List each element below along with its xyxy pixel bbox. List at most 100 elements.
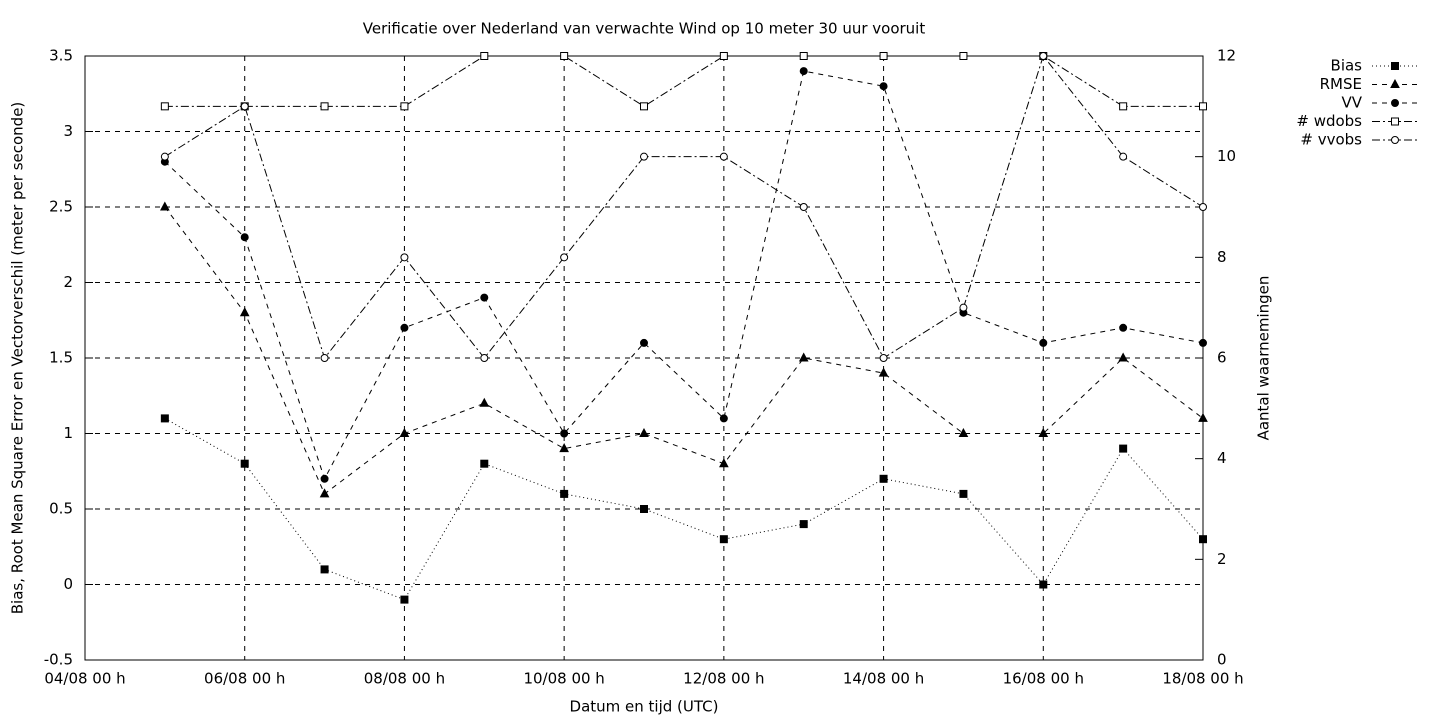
- marker: [879, 354, 888, 362]
- marker: [240, 459, 249, 468]
- marker: [799, 67, 808, 76]
- marker: [719, 414, 728, 423]
- y-tick-label: 3: [63, 122, 73, 140]
- y2-tick-label: 6: [1217, 349, 1227, 367]
- marker: [480, 459, 489, 468]
- marker: [719, 458, 729, 468]
- marker: [1039, 580, 1048, 589]
- marker: [320, 474, 329, 483]
- series-line: [164, 54, 1204, 360]
- series-line: [164, 55, 1203, 107]
- marker: [1199, 535, 1207, 544]
- marker: [1199, 203, 1207, 211]
- marker: [560, 429, 569, 438]
- marker: [959, 489, 968, 498]
- marker: [1119, 102, 1128, 111]
- marker: [1118, 352, 1128, 362]
- marker: [400, 253, 409, 262]
- y2-tick-label: 12: [1217, 47, 1236, 65]
- marker: [480, 293, 489, 302]
- marker: [639, 427, 649, 437]
- marker: [1119, 444, 1128, 453]
- marker: [958, 427, 969, 437]
- x-tick-label: 10/08 00 h: [523, 670, 604, 688]
- x-axis-label: Datum en tijd (UTC): [570, 698, 719, 716]
- marker: [640, 505, 648, 513]
- marker: [480, 52, 489, 60]
- marker: [879, 82, 888, 91]
- y2-axis-label: Aantal waarnemingen: [1255, 276, 1273, 441]
- marker: [959, 52, 968, 60]
- x-tick-label: 14/08 00 h: [843, 670, 924, 688]
- marker: [799, 203, 808, 211]
- legend-marker: [1390, 78, 1400, 88]
- y2-tick-label: 10: [1217, 147, 1236, 165]
- x-tick-label: 16/08 00 h: [1003, 670, 1084, 688]
- marker: [480, 354, 489, 362]
- marker: [719, 52, 728, 60]
- y-tick-label: 2.5: [49, 198, 73, 216]
- series-line: [164, 70, 1204, 481]
- marker: [400, 595, 409, 604]
- legend-marker: [1391, 99, 1399, 107]
- marker: [319, 488, 330, 498]
- marker: [1039, 338, 1048, 347]
- series-line: [164, 417, 1204, 601]
- x-tick-label: 12/08 00 h: [683, 670, 764, 688]
- y2-tick-label: 2: [1217, 550, 1227, 568]
- y-tick-label: 1: [63, 424, 73, 442]
- marker: [560, 52, 569, 60]
- marker: [239, 307, 250, 317]
- marker: [878, 367, 889, 377]
- marker: [240, 233, 249, 242]
- marker: [400, 102, 409, 111]
- chart-title: Verificatie over Nederland van verwachte…: [363, 20, 926, 38]
- marker: [1199, 102, 1207, 111]
- x-tick-label: 18/08 00 h: [1162, 670, 1243, 688]
- marker: [719, 152, 728, 161]
- y2-tick-label: 4: [1217, 449, 1227, 467]
- legend-label: # wdobs: [1296, 112, 1362, 130]
- marker: [560, 489, 569, 498]
- marker: [1198, 412, 1208, 422]
- x-tick-label: 06/08 00 h: [204, 670, 285, 688]
- marker: [320, 354, 329, 362]
- legend-label: VV: [1341, 94, 1362, 112]
- marker: [719, 535, 728, 544]
- marker: [160, 201, 170, 211]
- marker: [320, 102, 329, 111]
- marker: [640, 152, 648, 161]
- marker: [1039, 52, 1048, 60]
- legend-label: RMSE: [1320, 75, 1362, 93]
- marker: [798, 352, 809, 362]
- y-tick-label: 0: [63, 575, 73, 593]
- y-tick-label: 2: [63, 273, 73, 291]
- marker: [479, 397, 490, 407]
- marker: [160, 414, 169, 423]
- marker: [1119, 323, 1128, 332]
- marker: [400, 323, 409, 332]
- marker: [1199, 338, 1207, 347]
- x-tick-label: 08/08 00 h: [364, 670, 445, 688]
- y-axis-label: Bias, Root Mean Square Error en Vectorve…: [9, 102, 27, 615]
- y-tick-label: 3.5: [49, 47, 73, 65]
- marker: [799, 52, 808, 60]
- marker: [640, 338, 648, 347]
- marker: [160, 102, 169, 111]
- y2-tick-label: 0: [1217, 651, 1227, 669]
- legend-marker: [1391, 62, 1399, 70]
- y2-tick-label: 8: [1217, 248, 1227, 266]
- marker: [160, 152, 169, 161]
- y-tick-label: 0.5: [49, 500, 73, 518]
- marker: [879, 474, 888, 483]
- y-tick-label: -0.5: [44, 651, 73, 669]
- legend-label: # vvobs: [1300, 131, 1362, 149]
- marker: [799, 520, 808, 529]
- legend-marker: [1391, 117, 1399, 126]
- y-tick-label: 1.5: [49, 349, 73, 367]
- marker: [240, 102, 249, 111]
- legend-label: Bias: [1331, 57, 1363, 75]
- marker: [879, 52, 888, 60]
- series-line: [164, 206, 1204, 495]
